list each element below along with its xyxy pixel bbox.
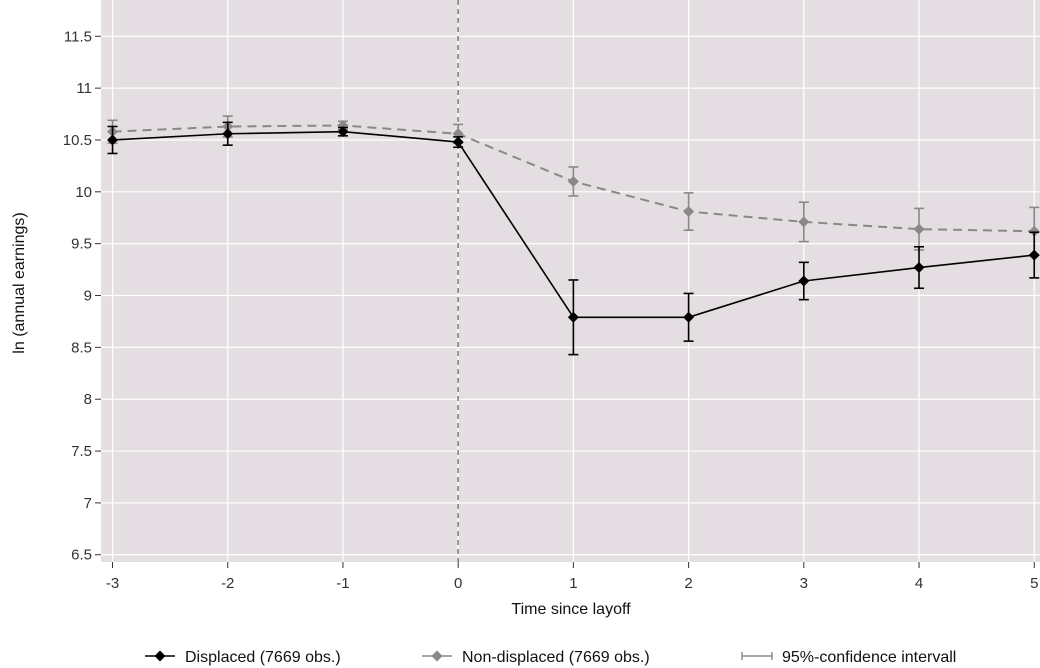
x-tick-label: -2: [221, 575, 234, 592]
data-point: [107, 134, 119, 146]
legend-label: Displaced (7669 obs.): [185, 649, 341, 666]
y-tick-label: 9.5: [71, 236, 92, 253]
legend-label: 95%-confidence intervall: [782, 649, 956, 666]
x-tick-label: 5: [1030, 575, 1038, 592]
data-point: [913, 223, 925, 235]
data-point: [913, 262, 925, 274]
y-tick-label: 10.5: [63, 132, 92, 149]
y-tick-label: 6.5: [71, 547, 92, 564]
legend-marker: [431, 650, 443, 662]
data-point: [798, 275, 810, 287]
data-point: [1028, 225, 1040, 237]
series-0: [107, 121, 1040, 356]
legend-marker: [154, 650, 166, 662]
y-tick-label: 9: [84, 288, 92, 305]
y-tick-label: 11.5: [64, 28, 92, 45]
data-point: [337, 126, 349, 138]
x-tick-label: 0: [454, 575, 462, 592]
data-point: [683, 206, 695, 218]
x-tick-label: 4: [915, 575, 923, 592]
x-tick-label: 1: [569, 575, 577, 592]
plot-panel: [101, 0, 1040, 562]
y-tick-label: 11: [76, 80, 92, 97]
data-point: [567, 175, 579, 187]
data-point: [798, 216, 810, 228]
data-point: [567, 311, 579, 323]
x-tick-label: 3: [800, 575, 808, 592]
data-point: [683, 311, 695, 323]
gridlines: [101, 0, 1040, 562]
data-point: [452, 136, 464, 148]
x-tick-label: 2: [684, 575, 692, 592]
legend-item-1: Non-displaced (7669 obs.): [422, 649, 650, 666]
series-group: [107, 115, 1040, 356]
y-tick-label: 10: [75, 184, 92, 201]
data-point: [222, 128, 234, 140]
y-tick-label: 7: [84, 495, 92, 512]
y-tick-label: 7.5: [71, 443, 92, 460]
legend-label: Non-displaced (7669 obs.): [462, 649, 650, 666]
axes: -3 -2 -1 0 1 2 3 4 5 6.5 7 7.5 8 8.5 9 9.5 10 10.5 11 11.5: [63, 28, 1039, 592]
y-tick-label: 8.5: [71, 339, 92, 356]
y-tick-label: 8: [84, 391, 92, 408]
x-axis-title: Time since layoff: [511, 601, 631, 618]
legend-item-0: Displaced (7669 obs.): [145, 649, 341, 666]
x-tick-label: -3: [106, 575, 119, 592]
y-axis-title: ln (annual earnings): [11, 212, 28, 353]
x-tick-label: -1: [336, 575, 349, 592]
legend-item-2: 95%-confidence intervall: [741, 649, 956, 666]
data-point: [1028, 249, 1040, 261]
data-point: [337, 119, 349, 131]
legend: Displaced (7669 obs.) Non-displaced (7669…: [145, 649, 956, 666]
